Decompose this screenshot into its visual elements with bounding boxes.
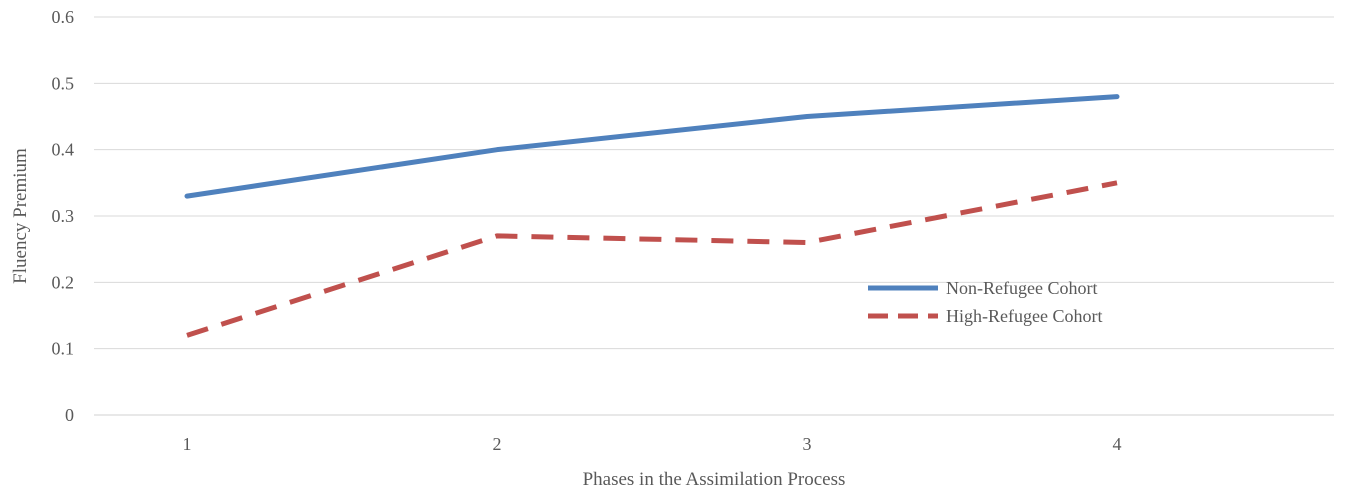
x-tick-label: 2 (493, 434, 502, 454)
y-tick-label: 0.2 (52, 272, 75, 292)
legend-label: Non-Refugee Cohort (946, 278, 1097, 298)
y-axis-title: Fluency Premium (10, 148, 31, 284)
legend-label: High-Refugee Cohort (946, 306, 1102, 326)
x-tick-label: 4 (1113, 434, 1122, 454)
series-lines (184, 94, 1120, 338)
y-tick-label: 0.4 (52, 140, 75, 160)
gridlines (94, 16, 1334, 350)
legend: Non-Refugee Cohort High-Refugee Cohort (868, 278, 1102, 326)
y-tick-label: 0.1 (52, 339, 75, 359)
series-line-0 (184, 94, 1120, 199)
x-tick-label: 3 (803, 434, 812, 454)
y-tick-label: 0.5 (52, 73, 75, 93)
y-tick-label: 0 (65, 405, 74, 425)
x-tick-label: 1 (183, 434, 192, 454)
y-tick-label: 0.6 (52, 7, 75, 27)
series-line-1 (186, 180, 1118, 338)
x-tick-labels: 1 2 3 4 (183, 434, 1122, 454)
x-axis-title: Phases in the Assimilation Process (583, 469, 846, 490)
y-tick-labels: 0 0.1 0.2 0.3 0.4 0.5 0.6 (52, 7, 75, 425)
y-tick-label: 0.3 (52, 206, 75, 226)
